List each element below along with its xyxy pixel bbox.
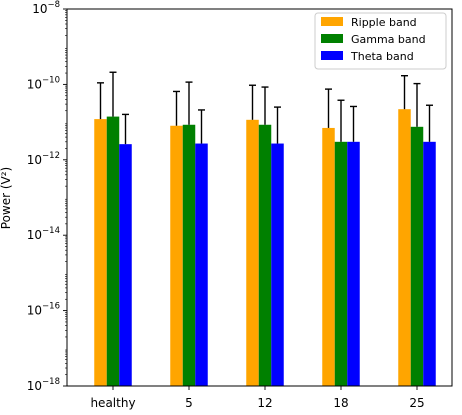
bar-gamma-band-25 [410, 126, 424, 386]
legend: Ripple band Gamma band Theta band [314, 12, 447, 70]
x-tick-label: 25 [409, 396, 424, 410]
bar-gamma-band-18 [334, 141, 348, 386]
x-axis-ticks: healthy 5 12 18 25 [90, 386, 425, 410]
bars [94, 109, 436, 387]
y-axis-ticks: 10−18 10−16 10−14 10−12 10−10 10−8 [27, 0, 67, 393]
bar-ripple-band-healthy [94, 119, 107, 387]
bar-gamma-band-5 [182, 124, 196, 386]
bar-ripple-band-18 [322, 127, 335, 386]
y-tick-label: 10−14 [27, 226, 60, 242]
bar-gamma-band-healthy [106, 116, 120, 386]
x-tick-label: healthy [90, 396, 135, 410]
bar-theta-band-12 [271, 143, 284, 386]
bar-theta-band-healthy [119, 144, 132, 386]
bar-theta-band-18 [347, 141, 360, 386]
legend-swatch [321, 17, 343, 26]
bar-ripple-band-25 [398, 109, 411, 386]
y-tick-label: 10−10 [27, 75, 60, 91]
x-tick-label: 12 [257, 396, 272, 410]
legend-label: Ripple band [351, 16, 417, 29]
error-bars [97, 71, 433, 145]
y-axis-label: Power (V²) [0, 167, 13, 229]
y-tick-label: 10−18 [27, 377, 60, 393]
legend-swatch [321, 51, 343, 60]
y-tick-label: 10−12 [27, 151, 60, 167]
bar-ripple-band-12 [246, 119, 259, 386]
legend-swatch [321, 34, 343, 43]
y-tick-label: 10−8 [32, 0, 60, 16]
plot-frame [66, 8, 453, 387]
legend-label: Gamma band [351, 33, 426, 46]
legend-label: Theta band [350, 50, 414, 63]
bar-theta-band-25 [423, 141, 436, 386]
y-tick-label: 10−16 [27, 302, 60, 318]
bar-gamma-band-12 [258, 124, 272, 386]
bar-theta-band-5 [195, 143, 208, 386]
bar-ripple-band-5 [170, 125, 183, 386]
legend-box [314, 12, 447, 70]
x-tick-label: 5 [185, 396, 193, 410]
x-tick-label: 18 [333, 396, 348, 410]
